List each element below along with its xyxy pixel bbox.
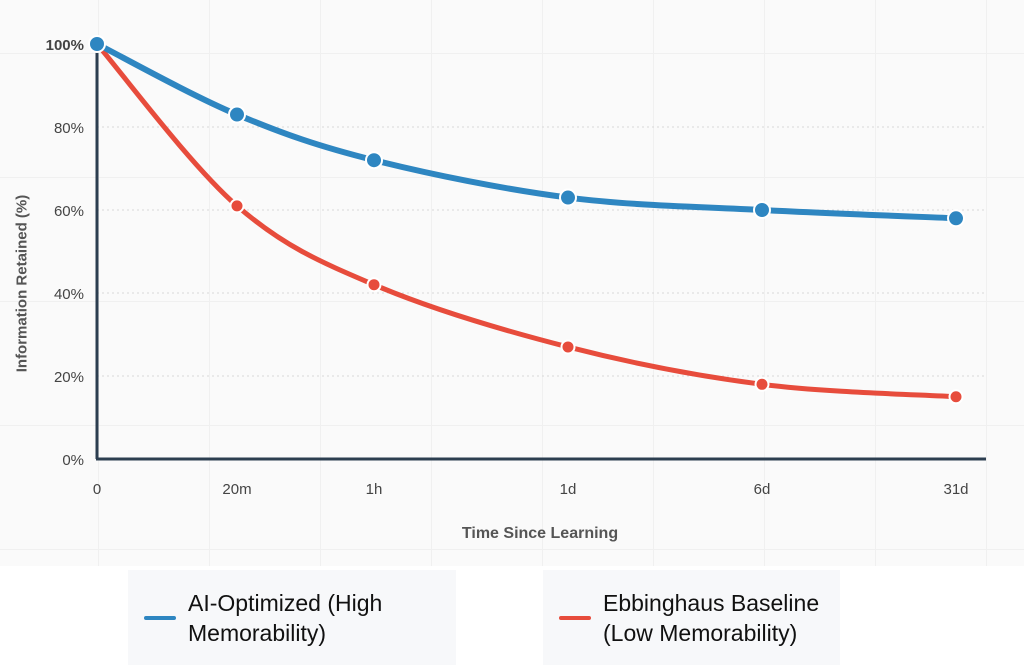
x-tick-label: 0 [93, 481, 101, 498]
x-tick-label: 20m [222, 481, 251, 498]
data-point [754, 376, 770, 392]
y-tick-label: 0% [62, 452, 84, 469]
y-tick-label: 40% [54, 286, 84, 303]
data-point [366, 277, 382, 293]
x-tick-label: 6d [754, 481, 771, 498]
legend-swatch [559, 615, 591, 620]
legend-label: AI-Optimized (High Memorability) [188, 589, 383, 646]
data-point [559, 188, 577, 207]
data-point [88, 35, 106, 53]
data-point [365, 151, 383, 170]
legend-label: Ebbinghaus Baseline (Low Memorability) [603, 589, 820, 646]
x-tick-label: 31d [943, 481, 968, 498]
y-tick-label: 20% [54, 369, 84, 386]
legend-swatch [144, 615, 176, 620]
plot-background [0, 0, 1024, 566]
data-point [229, 198, 245, 214]
y-tick-label: 60% [54, 203, 84, 220]
data-point [560, 339, 576, 355]
data-point [948, 389, 964, 405]
series-line-1 [95, 42, 957, 400]
data-point [228, 105, 246, 124]
legend-item-ai-optimized[interactable]: AI-Optimized (High Memorability) [128, 570, 456, 665]
data-point [947, 209, 965, 228]
y-tick-label: 100% [46, 37, 84, 54]
data-point [753, 201, 771, 219]
retention-chart: 0% 20% 40% 60% 80% 100% 0 20m 1h 1d 6d 31d [46, 35, 986, 498]
legend-item-ebbinghaus[interactable]: Ebbinghaus Baseline (Low Memorability) [543, 570, 840, 665]
y-tick-label: 80% [54, 120, 84, 137]
x-tick-label: 1h [366, 481, 383, 498]
series-line-0 [95, 41, 957, 222]
x-tick-label: 1d [560, 481, 577, 498]
